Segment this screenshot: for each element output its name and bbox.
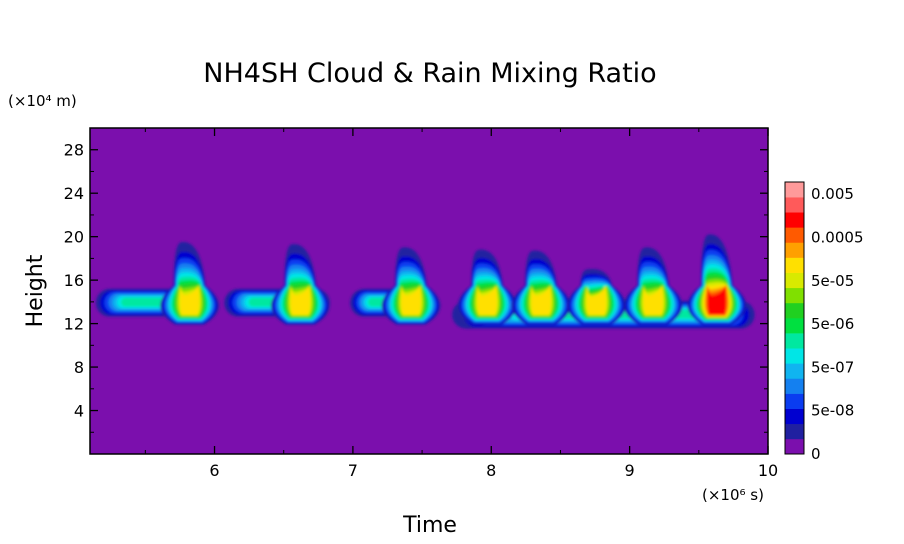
colorbar-swatch: [785, 318, 804, 334]
colorbar-label: 0.0005: [811, 229, 864, 247]
colorbar-swatch: [785, 348, 804, 364]
y-axis: 4 8 12 16 20 24 28: [64, 141, 768, 433]
colorbar-frame: [784, 181, 805, 455]
x-axis-unit: (×10⁶ s): [702, 486, 764, 504]
contour-field: [95, 234, 755, 329]
x-tick-label: 8: [486, 461, 496, 480]
x-tick-label: 9: [625, 461, 635, 480]
colorbar-label: 5e-08: [811, 402, 854, 420]
y-tick-label: 28: [64, 141, 84, 160]
colorbar-label: 5e-07: [811, 358, 854, 376]
colorbar-label: 5e-06: [811, 315, 854, 333]
colorbar-swatch: [785, 272, 804, 289]
cloud-cell-contour: [179, 285, 200, 315]
cloud-cell-contour: [643, 285, 663, 315]
colorbar-swatch: [785, 438, 804, 455]
y-tick-label: 20: [64, 228, 84, 247]
y-tick-label: 16: [64, 271, 84, 290]
cloud-cell-contour: [531, 285, 551, 315]
colorbar-swatch: [785, 197, 804, 213]
colorbar: 0 5e-08 5e-07 5e-06 5e-05 0.0005 0.005: [784, 181, 864, 463]
plot-frame: [89, 127, 769, 455]
cloud-cell-contour: [586, 285, 607, 315]
cloud-cell-contour: [707, 285, 727, 315]
colorbar-swatch: [785, 378, 804, 394]
x-axis: 6 7 8 9 10: [144, 128, 778, 480]
y-tick-label: 8: [74, 358, 84, 377]
colorbar-swatch: [785, 408, 804, 425]
y-axis-unit: (×10⁴ m): [8, 92, 77, 110]
colorbar-swatch: [785, 227, 804, 243]
cloud-cell-contour: [401, 285, 421, 315]
cloud-cell-contour: [477, 285, 497, 315]
colorbar-swatch: [785, 333, 804, 349]
colorbar-swatch: [785, 363, 804, 379]
x-tick-label: 7: [348, 461, 358, 480]
chart-title: NH4SH Cloud & Rain Mixing Ratio: [203, 58, 656, 89]
colorbar-swatch: [785, 423, 804, 440]
y-tick-label: 12: [64, 315, 84, 334]
colorbar-swatch: [785, 393, 804, 409]
x-tick-label: 10: [758, 461, 778, 480]
colorbar-label: 0: [811, 445, 821, 463]
cloud-cell-contour: [290, 285, 310, 315]
x-axis-label: Time: [402, 513, 457, 538]
colorbar-label: 5e-05: [811, 272, 854, 290]
colorbar-swatch: [785, 212, 804, 228]
y-tick-label: 4: [74, 402, 84, 421]
colorbar-swatch: [785, 242, 804, 258]
colorbar-swatch: [785, 302, 804, 319]
y-axis-label: Height: [23, 254, 48, 327]
y-tick-label: 24: [64, 184, 84, 203]
colorbar-swatch: [785, 287, 804, 304]
colorbar-swatch: [785, 257, 804, 273]
colorbar-swatch: [785, 182, 804, 198]
colorbar-label: 0.005: [811, 185, 854, 203]
x-tick-label: 6: [209, 461, 219, 480]
